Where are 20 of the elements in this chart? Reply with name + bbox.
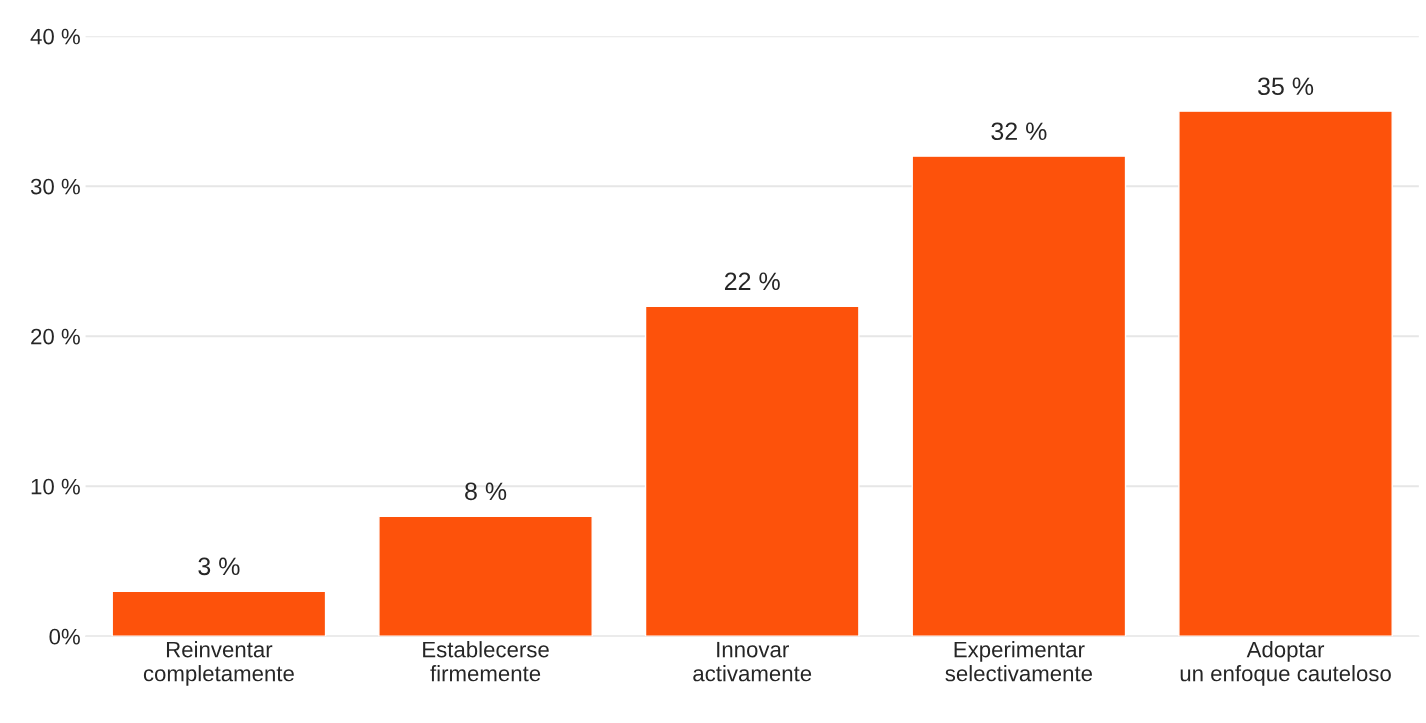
x-tick-label: Establecerse firmemente [423,641,549,682]
y-tick-label: 0% [49,628,80,645]
data-label: 32 % [991,122,1047,141]
data-label: 3 % [198,557,240,576]
x-tick-label: Reinventar completamente [143,641,294,686]
bar [1178,110,1393,637]
y-tick-label: 20 % [31,328,80,345]
bar [378,515,593,637]
x-tick-label: Adoptar un enfoque cauteloso [1180,641,1391,686]
data-label: 22 % [724,272,780,291]
data-label: 35 % [1258,77,1314,96]
bar [911,155,1127,637]
x-tick-label: Innovar activamente [693,641,812,682]
y-tick-label: 10 % [31,478,80,495]
y-tick-label: 40 % [30,28,80,45]
x-tick-label: Experimentar selectivamente [945,641,1092,682]
bar [111,590,327,637]
y-tick-label: 30 % [30,178,80,195]
bar [644,305,860,637]
data-label: 8 % [465,482,507,501]
